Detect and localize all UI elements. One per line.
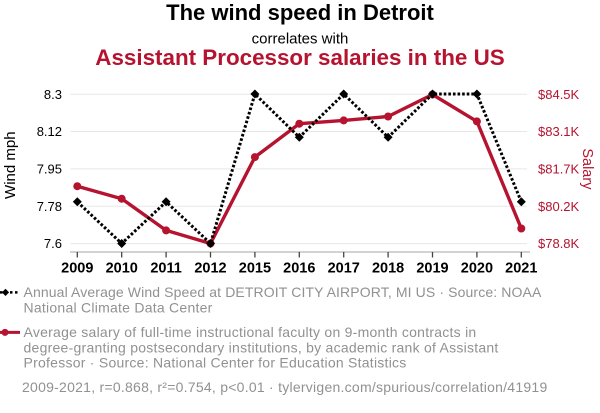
svg-text:2020: 2020 [461, 261, 493, 277]
svg-text:2017: 2017 [328, 261, 360, 277]
svg-text:7.78: 7.78 [37, 199, 62, 214]
svg-text:7.6: 7.6 [44, 236, 62, 251]
svg-text:8.12: 8.12 [37, 124, 62, 139]
svg-text:$80.2K: $80.2K [538, 199, 580, 214]
svg-text:$84.5K: $84.5K [538, 87, 580, 102]
svg-text:Average salary of full-time in: Average salary of full-time instructiona… [24, 324, 477, 340]
svg-text:2021: 2021 [505, 261, 537, 277]
svg-text:The wind speed in Detroit: The wind speed in Detroit [166, 0, 434, 25]
svg-text:Professor · Source: National C: Professor · Source: National Center for … [24, 355, 407, 371]
svg-text:2015: 2015 [239, 261, 271, 277]
svg-text:2009-2021, r=0.868, r²=0.754,: 2009-2021, r=0.868, r²=0.754, p<0.01 · t… [22, 379, 547, 395]
svg-text:2016: 2016 [283, 261, 315, 277]
svg-text:2012: 2012 [194, 261, 226, 277]
svg-text:correlates with: correlates with [252, 31, 349, 48]
svg-text:$83.1K: $83.1K [538, 124, 580, 139]
svg-text:Annual Average Wind Speed at D: Annual Average Wind Speed at DETROIT CIT… [24, 284, 542, 300]
svg-text:degree-granting postsecondary: degree-granting postsecondary institutio… [24, 339, 499, 355]
svg-text:$78.8K: $78.8K [538, 236, 580, 251]
svg-text:National Climate Data Center: National Climate Data Center [24, 300, 213, 316]
svg-text:2010: 2010 [106, 261, 138, 277]
svg-text:Assistant Processor salaries i: Assistant Processor salaries in the US [95, 45, 504, 70]
svg-text:Salary: Salary [579, 148, 595, 190]
svg-text:$81.7K: $81.7K [538, 162, 580, 177]
svg-text:2011: 2011 [150, 261, 181, 277]
svg-text:2019: 2019 [416, 261, 448, 277]
svg-text:Wind mph: Wind mph [2, 131, 19, 199]
svg-text:2009: 2009 [61, 261, 93, 277]
svg-text:7.95: 7.95 [37, 162, 62, 177]
svg-text:8.3: 8.3 [44, 87, 62, 102]
svg-text:2018: 2018 [372, 261, 404, 277]
